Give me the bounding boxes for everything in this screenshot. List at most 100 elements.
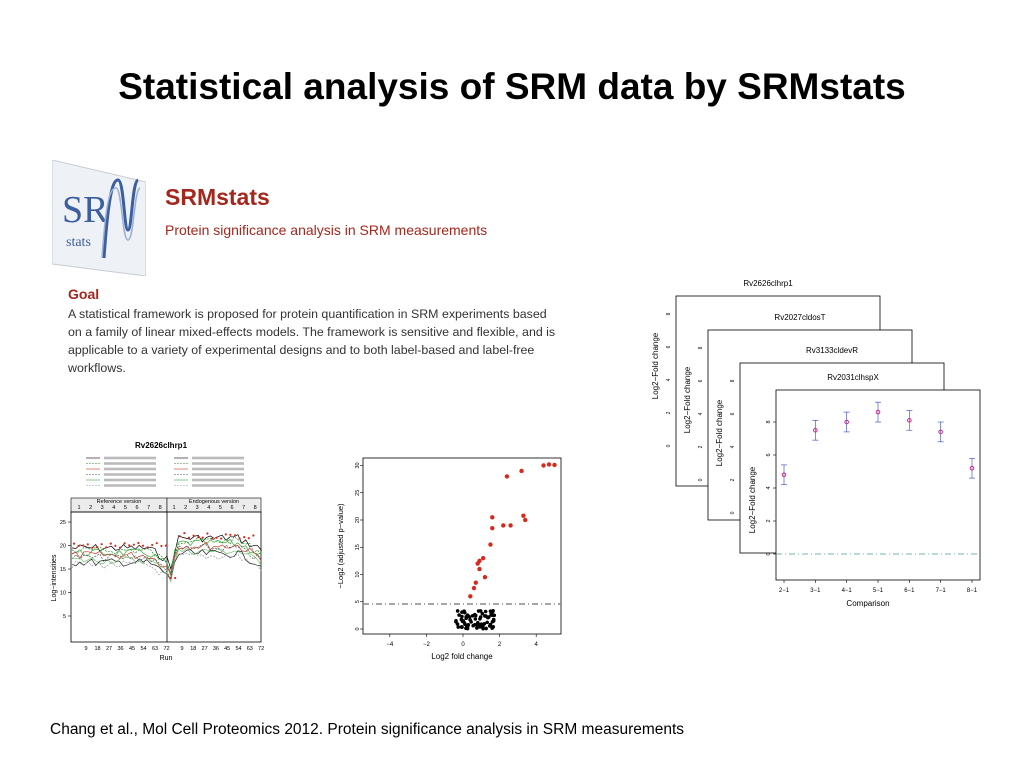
volcano-point xyxy=(472,612,477,617)
profile-point xyxy=(169,576,172,580)
volcano-point xyxy=(508,523,513,528)
volcano-point xyxy=(552,462,557,468)
volcano-point xyxy=(457,613,461,617)
volcano-point xyxy=(490,515,495,520)
profile-point xyxy=(220,537,223,540)
comparison-ytick: 4 xyxy=(730,445,736,448)
profile-point xyxy=(118,546,122,549)
profile-top-tick: 4 xyxy=(207,505,210,511)
comparison-ylabel: Log2−Fold change xyxy=(651,332,660,399)
volcano-xlabel: Log2 fold change xyxy=(431,652,493,661)
comparison-ylabel: Log2−Fold change xyxy=(715,399,724,466)
profile-top-tick: 3 xyxy=(101,505,104,511)
profile-xtick: 27 xyxy=(202,646,208,652)
volcano-xtick: 2 xyxy=(498,642,502,648)
profile-point xyxy=(178,535,181,538)
profile-top-tick: 8 xyxy=(159,505,162,511)
comparison-ytick: 8 xyxy=(730,379,736,382)
volcano-point xyxy=(463,610,467,615)
profile-line xyxy=(71,536,262,576)
comparison-ytick: 8 xyxy=(698,346,704,349)
brand-name: SRMstats xyxy=(165,184,270,210)
profile-point xyxy=(141,544,145,547)
volcano-ylabel: −Log2 (adjusted p−value) xyxy=(336,503,345,589)
profile-point xyxy=(215,536,218,539)
comparison-xtick: 8−1 xyxy=(967,588,978,594)
profile-line xyxy=(71,552,262,581)
volcano-point xyxy=(454,619,458,623)
comparison-ytick: 2 xyxy=(698,445,704,448)
slide-title: Statistical analysis of SRM data by SRMs… xyxy=(118,66,906,107)
volcano-point xyxy=(464,626,468,631)
svg-text:stats: stats xyxy=(66,235,91,250)
comparison-xlabel: Comparison xyxy=(846,599,889,608)
volcano-ytick: 15 xyxy=(355,544,361,550)
volcano-ytick: 25 xyxy=(355,490,361,496)
profile-point xyxy=(224,533,227,536)
profile-point xyxy=(210,537,214,540)
comparison-point xyxy=(969,465,975,471)
volcano-ytick: 20 xyxy=(355,517,361,523)
comparison-ylabel: Log2−Fold change xyxy=(748,466,757,533)
profile-point xyxy=(86,543,89,546)
comparison-ytick: 0 xyxy=(766,552,772,555)
profile-top-tick: 1 xyxy=(172,505,175,511)
profile-point xyxy=(72,542,76,545)
volcano-point xyxy=(501,523,506,528)
comparison-ytick: 6 xyxy=(766,453,772,456)
volcano-ytick: 5 xyxy=(355,600,361,603)
volcano-ytick: 0 xyxy=(355,627,361,630)
volcano-point xyxy=(519,468,524,474)
profile-line xyxy=(71,547,262,583)
comparison-card-title: Rv2031clhspX xyxy=(827,373,879,382)
comparison-card-title: Rv3133cldevR xyxy=(806,346,858,355)
profile-point xyxy=(132,543,135,546)
comparison-ytick: 0 xyxy=(666,444,672,447)
volcano-point xyxy=(469,620,473,624)
comparison-point xyxy=(907,418,912,423)
comparison-xtick: 2−1 xyxy=(779,588,790,594)
volcano-point xyxy=(521,513,526,518)
volcano-point xyxy=(464,615,468,619)
profile-point xyxy=(95,546,99,549)
volcano-ytick: 10 xyxy=(355,571,361,577)
volcano-point xyxy=(473,617,478,621)
volcano-point xyxy=(488,622,493,627)
profile-point xyxy=(201,536,204,539)
profile-point xyxy=(123,542,126,545)
volcano-point xyxy=(478,617,482,621)
comparison-ytick: 0 xyxy=(730,511,736,514)
profile-xtick: 18 xyxy=(94,646,100,652)
brand-tagline: Protein significance analysis in SRM mea… xyxy=(165,222,488,238)
comparison-ytick: 8 xyxy=(766,420,772,423)
volcano-point xyxy=(468,594,473,599)
profile-ytick: 15 xyxy=(60,567,66,573)
profile-ylabel: Log−intensities xyxy=(51,554,58,601)
profile-xlabel: Run xyxy=(160,655,173,662)
profile-top-tick: 3 xyxy=(196,505,199,511)
profile-point xyxy=(197,536,200,539)
volcano-point xyxy=(480,555,486,561)
volcano-point xyxy=(483,609,488,614)
profile-xtick: 9 xyxy=(84,646,87,652)
volcano-xtick: −2 xyxy=(423,642,431,648)
volcano-point xyxy=(546,462,552,467)
volcano-point xyxy=(484,626,488,631)
volcano-point xyxy=(490,525,495,531)
volcano-point xyxy=(464,623,469,628)
profile-point xyxy=(109,542,112,545)
profile-ytick: 25 xyxy=(60,520,66,526)
profile-line xyxy=(71,538,262,575)
svg-text:Endogenous version: Endogenous version xyxy=(189,499,239,505)
comparison-ytick: 4 xyxy=(698,412,704,415)
profile-ytick: 10 xyxy=(60,591,66,597)
comparison-xtick: 7−1 xyxy=(936,588,947,594)
profile-point xyxy=(128,544,131,547)
comparison-card-title: Rv2027cldosT xyxy=(774,313,825,322)
goal-text: A statistical framework is proposed for … xyxy=(68,307,556,375)
profile-point xyxy=(229,533,232,536)
comparison-ylabel: Log2−Fold change xyxy=(683,366,692,433)
profile-point xyxy=(114,544,117,547)
profile-point xyxy=(206,532,209,535)
volcano-plot: 0 5 10 15 20 25 30 −4 −2 0 2 4 −Log2 (adjusted p−v… xyxy=(336,457,562,661)
